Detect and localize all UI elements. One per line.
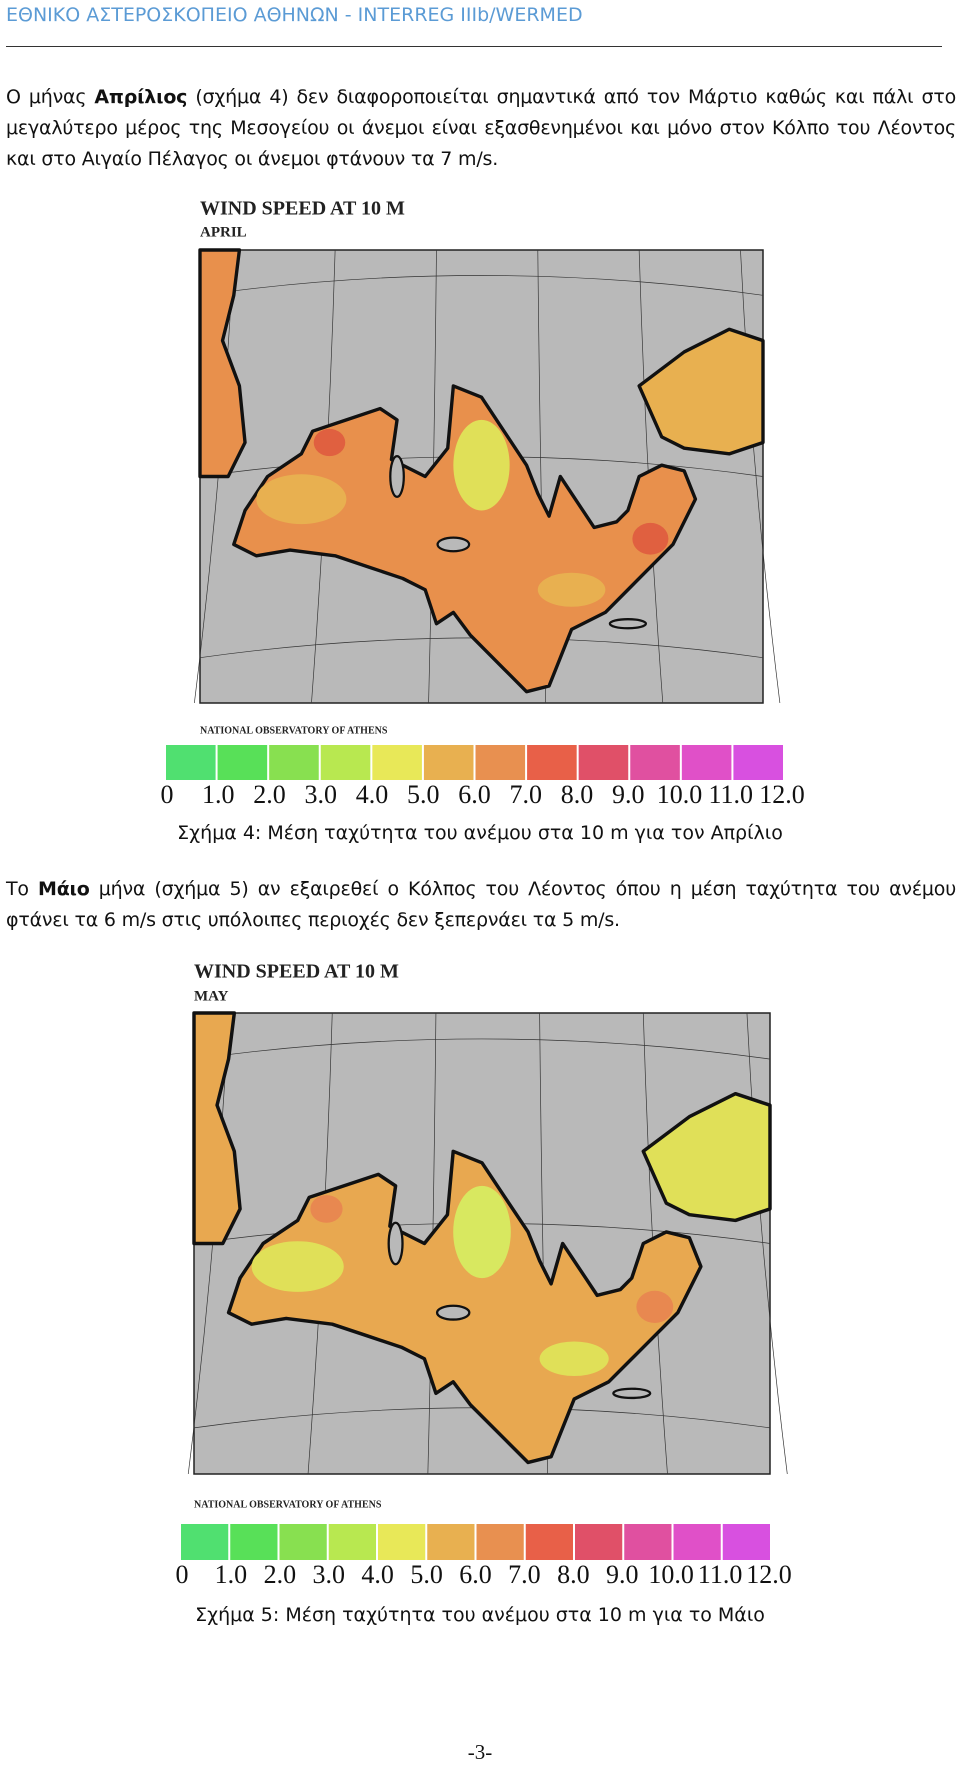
wind-zone xyxy=(453,1185,511,1279)
scale-label: 7.0 xyxy=(510,780,543,809)
scale-swatch xyxy=(320,745,371,780)
scale-label: 12.0 xyxy=(746,1560,792,1589)
scale-swatch xyxy=(476,1524,524,1560)
wind-zone xyxy=(310,1195,343,1223)
sea-region xyxy=(641,1091,772,1223)
scale-label: 2.0 xyxy=(253,780,286,809)
scale-label: 1.0 xyxy=(202,780,235,809)
header-title: ΕΘΝΙΚΟ ΑΣΤΕΡΟΣΚΟΠΕΙΟ ΑΘΗΝΩΝ - INTERREG I… xyxy=(6,4,583,26)
island xyxy=(436,536,471,553)
scale-swatch xyxy=(673,1524,721,1560)
wind-zone xyxy=(632,522,669,555)
map xyxy=(194,248,781,704)
scale-label: 8.0 xyxy=(561,780,594,809)
scale-swatch xyxy=(527,745,577,780)
meridian xyxy=(740,249,781,704)
scale-swatch xyxy=(166,745,216,780)
scale-swatch xyxy=(423,745,474,780)
sea-region xyxy=(198,248,247,479)
sea-region xyxy=(637,327,765,456)
island xyxy=(612,1387,652,1400)
figure-caption: Σχήμα 5: Μέση ταχύτητα του ανέμου στα 10… xyxy=(195,1604,765,1626)
scale-swatch xyxy=(722,1524,770,1560)
paragraph-text: Απρίλιος xyxy=(94,86,188,108)
wind-zone xyxy=(251,1241,344,1292)
scale-swatch xyxy=(427,1524,475,1560)
map-credit: NATIONAL OBSERVATORY OF ATHENS xyxy=(200,725,388,736)
island xyxy=(608,618,648,630)
paragraph-text: Μάιο xyxy=(38,878,90,900)
scale-swatch xyxy=(733,745,783,780)
sea-region xyxy=(192,1011,242,1246)
scale-swatch xyxy=(681,745,732,780)
page-number: -3- xyxy=(467,1740,493,1764)
scale-label: 12.0 xyxy=(759,780,805,809)
wind-zone xyxy=(537,572,606,607)
island xyxy=(387,1221,404,1266)
scale-swatch xyxy=(279,1524,327,1560)
scale-swatch xyxy=(378,1524,426,1560)
paragraph-text: (σχήμα 4) δεν διαφοροποιείται σημαντικά … xyxy=(6,86,956,170)
scale-label: 10.0 xyxy=(657,780,703,809)
figure-caption: Σχήμα 4: Μέση ταχύτητα του ανέμου στα 10… xyxy=(177,822,783,844)
scale-label: 5.0 xyxy=(407,780,440,809)
wind-zone xyxy=(453,419,510,511)
scale-label: 4.0 xyxy=(356,780,389,809)
map-subtitle: MAY xyxy=(194,988,229,1004)
paragraph: Ο μήνας Απρίλιος (σχήμα 4) δεν διαφοροπο… xyxy=(6,82,956,175)
scale-label: 7.0 xyxy=(508,1560,541,1589)
map-title: WIND SPEED AT 10 M xyxy=(194,961,399,983)
map-subtitle: APRIL xyxy=(200,224,247,240)
scale-swatch xyxy=(630,745,680,780)
wind-zone xyxy=(256,474,347,525)
scale-swatch xyxy=(372,745,422,780)
parallel xyxy=(193,1038,771,1060)
paragraph: Το Μάιο μήνα (σχήμα 5) αν εξαιρεθεί ο Κό… xyxy=(6,874,956,936)
scale-label: 10.0 xyxy=(648,1560,694,1589)
scale-label: 2.0 xyxy=(264,1560,297,1589)
scale-label: 3.0 xyxy=(313,1560,346,1589)
scale-swatch xyxy=(525,1524,573,1560)
scale-label: 11.0 xyxy=(698,1560,743,1589)
scale-label: 8.0 xyxy=(557,1560,590,1589)
scale-label: 3.0 xyxy=(305,780,338,809)
scale-label: 6.0 xyxy=(458,780,491,809)
scale-swatch xyxy=(181,1524,229,1560)
scale-label: 6.0 xyxy=(459,1560,492,1589)
scale-swatch xyxy=(230,1524,278,1560)
scale-swatch xyxy=(575,1524,623,1560)
scale-label: 9.0 xyxy=(612,780,645,809)
scale-label: 0 xyxy=(176,1560,189,1589)
map-title: WIND SPEED AT 10 M xyxy=(200,198,405,220)
wind-zone xyxy=(636,1290,674,1324)
scale-label: 1.0 xyxy=(215,1560,248,1589)
scale-label: 4.0 xyxy=(361,1560,394,1589)
scale-swatch xyxy=(475,745,526,780)
scale-swatch xyxy=(578,745,629,780)
paragraph-text: Το xyxy=(6,878,38,900)
wind-zone xyxy=(313,428,346,457)
paragraph-text: Ο μήνας xyxy=(6,86,95,108)
scale-swatch xyxy=(624,1524,672,1560)
map xyxy=(187,1011,788,1475)
meridian xyxy=(746,1012,788,1475)
figure: WIND SPEED AT 10 M MAY NATIONAL OBSERVAT… xyxy=(176,961,792,1589)
scale-swatch xyxy=(269,745,319,780)
scale-label: 11.0 xyxy=(708,780,753,809)
scale-label: 9.0 xyxy=(606,1560,639,1589)
scale-label: 0 xyxy=(161,780,174,809)
wind-zone xyxy=(539,1341,609,1377)
scale-label: 5.0 xyxy=(410,1560,443,1589)
island xyxy=(435,1304,471,1321)
figure: WIND SPEED AT 10 M APRIL NATIONAL OBSERV… xyxy=(161,198,805,809)
paragraph-text: μήνα (σχήμα 5) αν εξαιρεθεί ο Κόλπος του… xyxy=(6,878,956,931)
parallel xyxy=(199,275,764,296)
header-rule xyxy=(6,46,942,47)
scale-swatch xyxy=(217,745,268,780)
map-credit: NATIONAL OBSERVATORY OF ATHENS xyxy=(194,1499,382,1510)
island xyxy=(389,454,405,499)
scale-swatch xyxy=(328,1524,376,1560)
